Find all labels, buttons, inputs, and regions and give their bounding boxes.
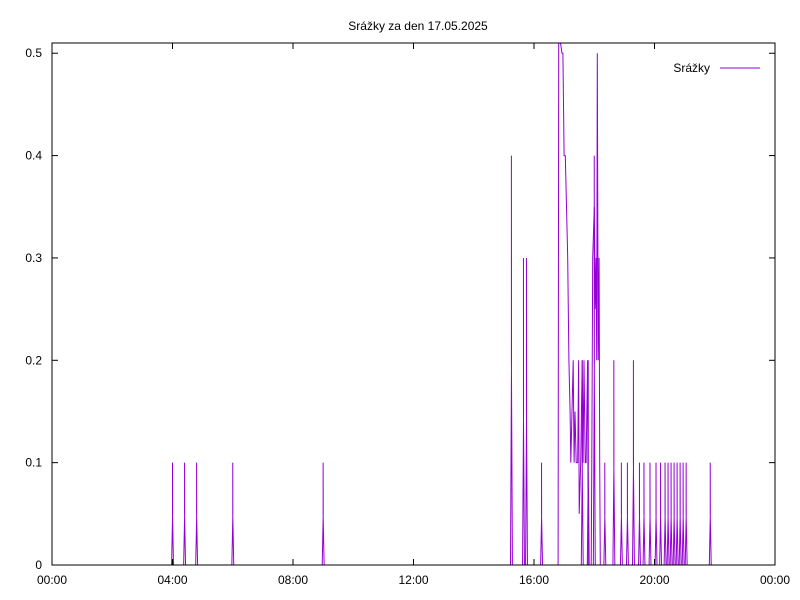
x-tick-label: 00:00 xyxy=(760,573,790,587)
series-spike xyxy=(603,462,607,566)
y-tick-label: 0.1 xyxy=(25,456,42,470)
series-spike xyxy=(659,462,663,566)
series-spike xyxy=(684,462,688,566)
series-spike xyxy=(195,462,199,566)
y-tick-label: 0.3 xyxy=(25,251,42,265)
x-tick-label: 12:00 xyxy=(398,573,428,587)
legend-label-srazky: Srážky xyxy=(673,61,710,75)
series-segment xyxy=(557,42,589,566)
y-tick-label: 0.2 xyxy=(25,353,42,367)
series-spike xyxy=(708,462,712,566)
series-spike xyxy=(638,462,641,566)
series-spike xyxy=(619,462,623,566)
legend: Srážky xyxy=(673,61,760,75)
x-tick-label: 16:00 xyxy=(519,573,549,587)
x-tick-label: 00:00 xyxy=(37,573,67,587)
plot-frame xyxy=(51,42,776,566)
series-spike xyxy=(654,462,658,566)
chart-title: Srážky za den 17.05.2025 xyxy=(348,19,488,33)
series-segment xyxy=(590,53,601,566)
x-tick-label: 04:00 xyxy=(157,573,187,587)
series-spike xyxy=(681,462,685,566)
y-tick-label: 0 xyxy=(35,558,42,572)
series-spike xyxy=(183,462,187,566)
x-tick-label: 20:00 xyxy=(639,573,669,587)
series-spike xyxy=(510,155,513,566)
x-tick-label: 08:00 xyxy=(278,573,308,587)
series-spike xyxy=(632,360,635,566)
series-spike xyxy=(231,462,235,566)
series-spike xyxy=(666,462,670,566)
series-spike xyxy=(540,462,544,566)
precipitation-series-layer xyxy=(171,42,712,566)
series-spike xyxy=(669,462,673,566)
series-spike xyxy=(663,462,667,566)
series-spike xyxy=(612,360,616,566)
axes-layer: 00:00 04:00 08:00 12:00 16:00 20:00 00:0000.10… xyxy=(25,43,790,587)
series-spike xyxy=(171,462,174,566)
series-spike xyxy=(525,257,528,566)
series-spike xyxy=(522,257,525,566)
series-spike xyxy=(672,462,676,566)
series-spike xyxy=(678,462,682,566)
y-tick-label: 0.4 xyxy=(25,149,42,163)
y-tick-label: 0.5 xyxy=(25,46,42,60)
series-spike xyxy=(648,462,652,566)
series-spike xyxy=(625,462,629,566)
series-spike xyxy=(675,462,679,566)
series-spike xyxy=(321,462,325,566)
series-spike xyxy=(642,462,646,566)
